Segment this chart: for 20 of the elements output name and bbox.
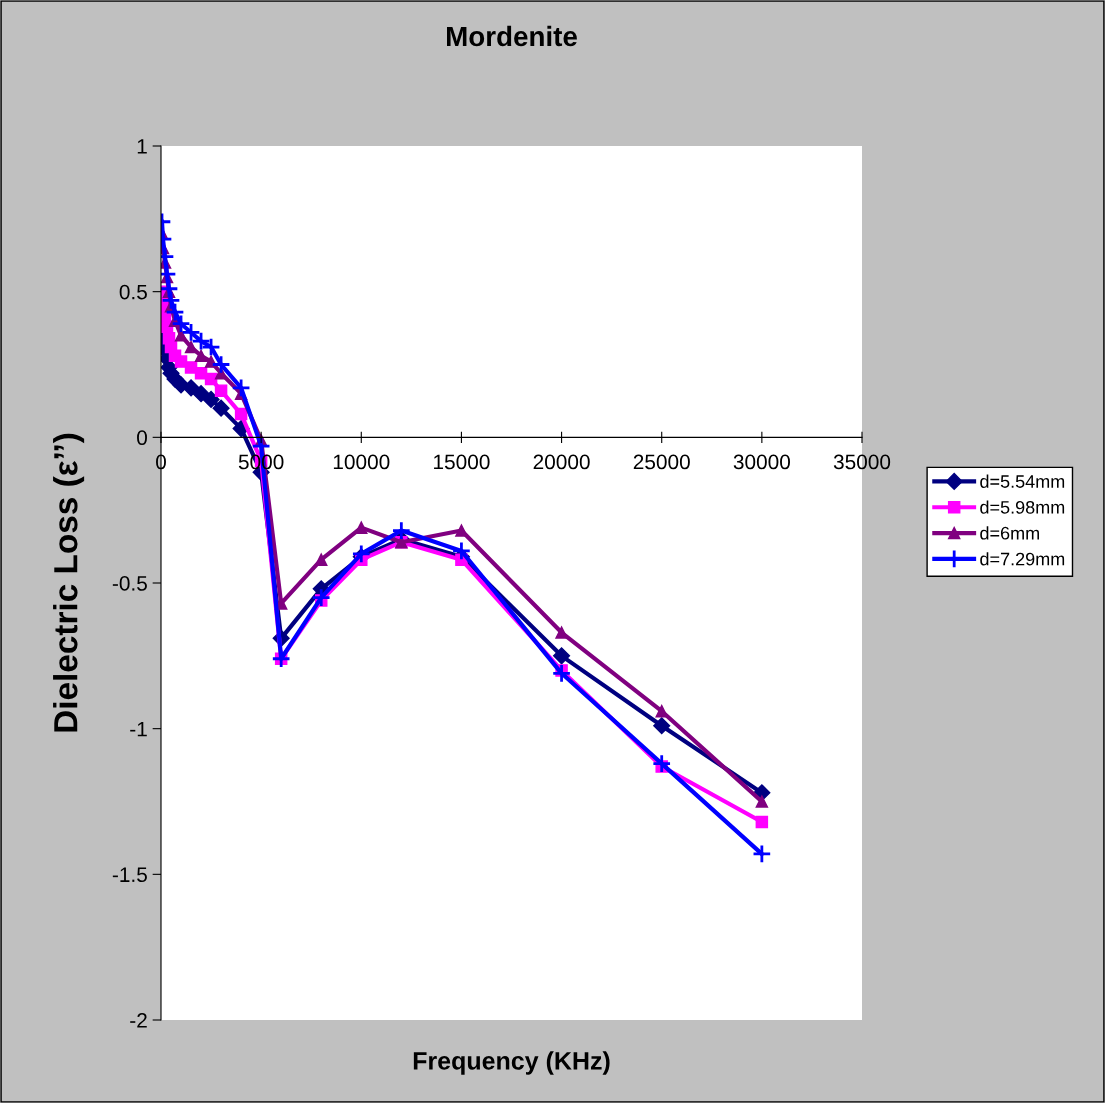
y-tick-label: -1.5 bbox=[112, 867, 147, 883]
y-tick-label: -1 bbox=[130, 721, 147, 737]
x-tick-label: 25000 bbox=[633, 454, 690, 470]
x-tick-label: 20000 bbox=[533, 454, 590, 470]
y-axis-title: Dielectric Loss (ε’’) bbox=[53, 433, 85, 732]
legend-label: d=7.29mm bbox=[980, 552, 1065, 566]
y-tick-label: 1 bbox=[137, 139, 147, 154]
legend-label: d=6mm bbox=[980, 526, 1039, 540]
chart-title: Mordenite bbox=[447, 25, 577, 47]
y-tick-label: -2 bbox=[130, 1013, 147, 1028]
legend-label: d=5.98mm bbox=[980, 500, 1065, 514]
x-axis-title: Frequency (KHz) bbox=[413, 1051, 610, 1075]
y-tick-label: -0.5 bbox=[112, 576, 147, 591]
y-tick-label: 0 bbox=[137, 430, 147, 446]
x-tick-label: 35000 bbox=[833, 454, 891, 470]
x-tick-label: 15000 bbox=[434, 454, 490, 470]
legend-label: d=5.54mm bbox=[980, 474, 1065, 488]
x-tick-label: 10000 bbox=[333, 454, 390, 470]
y-tick-label: 0.5 bbox=[119, 284, 147, 300]
x-tick-label: 30000 bbox=[733, 454, 791, 470]
